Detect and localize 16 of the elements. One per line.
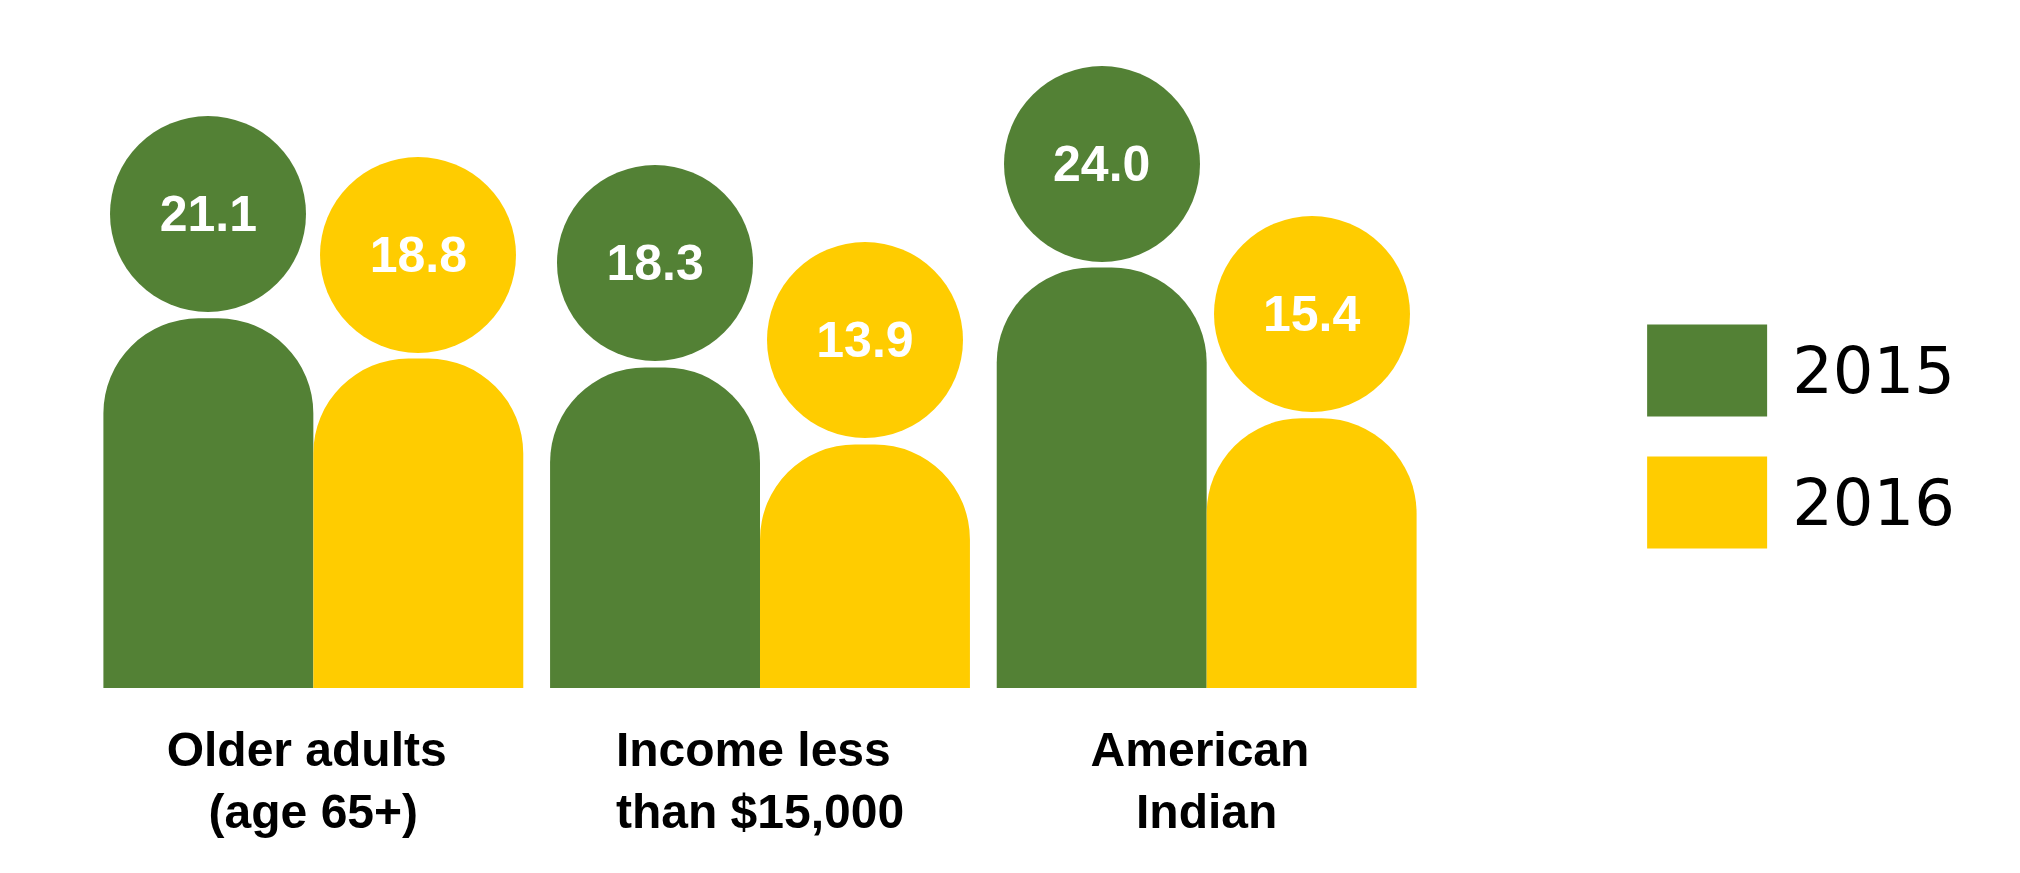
data-label: 18.3 (606, 235, 704, 292)
x-tick-label: American Indian (1090, 722, 1323, 838)
bar (1206, 418, 1417, 688)
x-tick-label: Older adults (age 65+) (166, 722, 461, 838)
legend-label: 2015 (1792, 333, 1955, 408)
data-label: 21.1 (159, 186, 258, 243)
data-label: 18.8 (369, 226, 467, 283)
bar (550, 367, 760, 688)
x-tick-label: Income less than $15,000 (615, 722, 905, 838)
bar (313, 358, 524, 688)
bar (103, 318, 314, 688)
data-label: 15.4 (1262, 286, 1361, 343)
legend-label: 2016 (1792, 465, 1955, 540)
data-label: 24.0 (1053, 135, 1151, 192)
data-label: 13.9 (816, 312, 914, 369)
bar (996, 267, 1207, 688)
